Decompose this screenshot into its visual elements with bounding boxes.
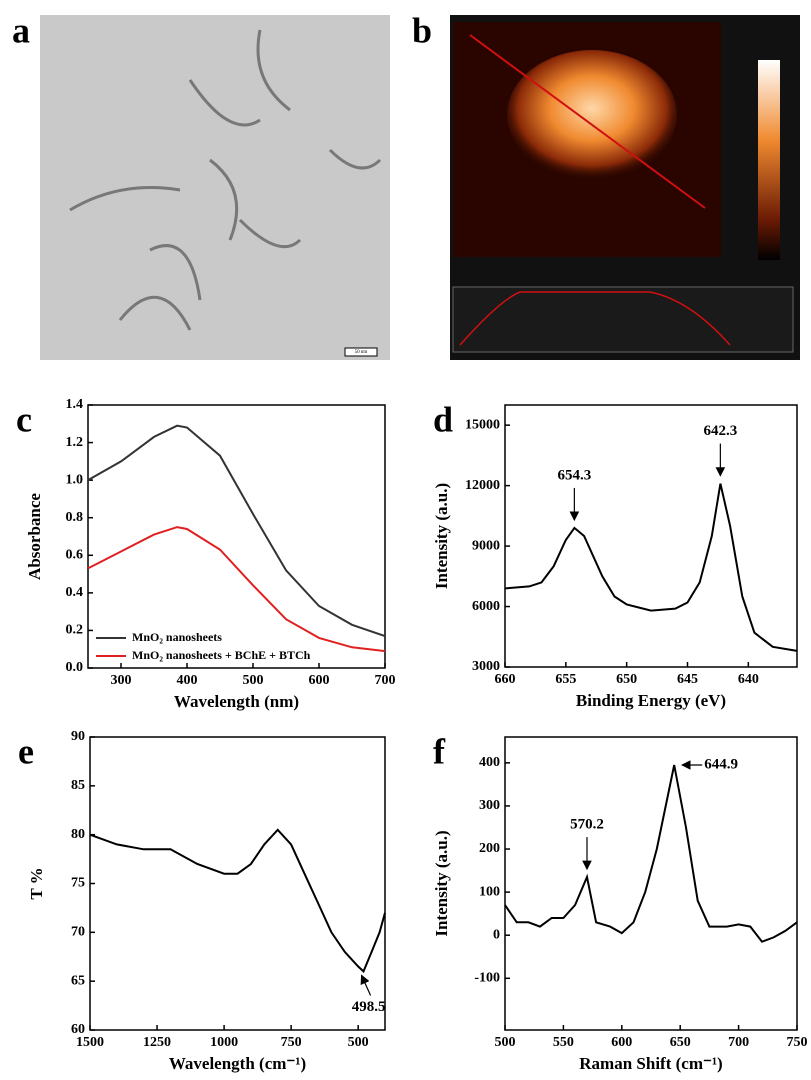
panel-label: c bbox=[16, 399, 32, 439]
x-tick-label: 300 bbox=[111, 673, 132, 688]
data-line bbox=[504, 483, 798, 652]
y-tick-label: 12000 bbox=[465, 478, 500, 493]
y-tick-label: 0.6 bbox=[66, 548, 84, 563]
legend-label: MnO₂ nanosheets bbox=[132, 630, 222, 644]
plot-frame bbox=[89, 736, 386, 1031]
profile-curve bbox=[459, 291, 731, 346]
y-axis-label: T % bbox=[27, 867, 46, 899]
y-tick-label: 1.4 bbox=[66, 397, 84, 412]
y-tick-label: 60 bbox=[71, 1022, 85, 1037]
y-tick-label: 0 bbox=[493, 927, 500, 942]
x-tick-label: 1250 bbox=[143, 1035, 171, 1050]
y-tick-label: 1.0 bbox=[66, 472, 84, 487]
x-tick-label: 645 bbox=[677, 672, 698, 687]
annotation: 644.9 bbox=[704, 756, 738, 772]
data-line bbox=[504, 764, 798, 943]
y-tick-label: 200 bbox=[479, 841, 500, 856]
y-tick-label: 75 bbox=[71, 876, 85, 891]
y-tick-label: 100 bbox=[479, 884, 500, 899]
x-tick-label: 650 bbox=[670, 1035, 691, 1050]
scale-bar bbox=[344, 347, 378, 357]
y-tick-label: 400 bbox=[479, 755, 500, 770]
plot-frame bbox=[504, 404, 798, 668]
y-tick-label: 90 bbox=[71, 729, 85, 744]
afm-sheet bbox=[507, 50, 677, 180]
y-tick-label: -100 bbox=[474, 971, 500, 986]
x-tick-label: 700 bbox=[728, 1035, 749, 1050]
x-tick-label: 1000 bbox=[210, 1035, 238, 1050]
panel-label: e bbox=[18, 731, 34, 771]
y-tick-label: 300 bbox=[479, 798, 500, 813]
y-tick-label: 80 bbox=[71, 827, 85, 842]
y-tick-label: 65 bbox=[71, 973, 85, 988]
x-axis-label: Raman Shift (cm⁻¹) bbox=[579, 1054, 722, 1073]
plot-frame bbox=[504, 736, 798, 1031]
color-bar bbox=[758, 60, 780, 260]
y-tick-label: 9000 bbox=[472, 538, 500, 553]
panel-label: d bbox=[433, 399, 453, 439]
y-tick-label: 1.2 bbox=[66, 435, 84, 450]
y-tick-label: 15000 bbox=[465, 417, 500, 432]
x-axis-label: Wavelength (nm) bbox=[174, 692, 299, 711]
nanosheet-texture bbox=[69, 29, 382, 331]
tem-image bbox=[40, 15, 390, 360]
panel-a: a 50 nm bbox=[12, 10, 390, 360]
panel-label: b bbox=[412, 10, 432, 50]
y-tick-label: 6000 bbox=[472, 599, 500, 614]
scale-bar-label: 50 nm bbox=[355, 350, 368, 355]
x-tick-label: 660 bbox=[495, 672, 516, 687]
annotation-arrow bbox=[360, 974, 372, 996]
x-tick-label: 1500 bbox=[76, 1035, 104, 1050]
y-axis-label: Intensity (a.u.) bbox=[432, 483, 451, 589]
annotation: 654.3 bbox=[557, 467, 591, 483]
y-tick-label: 0.4 bbox=[66, 585, 84, 600]
x-tick-label: 700 bbox=[375, 673, 396, 688]
annotation: 570.2 bbox=[570, 816, 604, 832]
y-tick-label: 0.8 bbox=[66, 510, 84, 525]
x-tick-label: 500 bbox=[348, 1035, 369, 1050]
y-tick-label: 0.0 bbox=[66, 660, 84, 675]
x-tick-label: 750 bbox=[787, 1035, 808, 1050]
annotation: 642.3 bbox=[703, 423, 737, 439]
y-axis-label: Absorbance bbox=[25, 493, 44, 580]
y-axis-label: Intensity (a.u.) bbox=[432, 830, 451, 936]
data-line bbox=[87, 424, 386, 638]
x-tick-label: 655 bbox=[555, 672, 576, 687]
data-line bbox=[87, 526, 386, 653]
panel-b: b bbox=[412, 10, 800, 360]
x-tick-label: 640 bbox=[738, 672, 759, 687]
x-tick-label: 600 bbox=[611, 1035, 632, 1050]
y-tick-label: 3000 bbox=[472, 659, 500, 674]
height-profile bbox=[452, 286, 794, 353]
y-tick-label: 70 bbox=[71, 925, 85, 940]
panel-label: a bbox=[12, 10, 30, 50]
x-tick-label: 500 bbox=[495, 1035, 516, 1050]
plot-frame bbox=[87, 404, 386, 669]
x-axis-label: Binding Energy (eV) bbox=[576, 691, 726, 710]
annotation: 498.5 bbox=[352, 999, 386, 1015]
y-tick-label: 85 bbox=[71, 778, 85, 793]
x-tick-label: 600 bbox=[309, 673, 330, 688]
x-tick-label: 650 bbox=[616, 672, 637, 687]
x-tick-label: 400 bbox=[177, 673, 198, 688]
x-axis-label: Wavelength (cm⁻¹) bbox=[169, 1054, 306, 1073]
legend-label: MnO₂ nanosheets + BChE + BTCh bbox=[132, 648, 311, 662]
y-tick-label: 0.2 bbox=[66, 623, 84, 638]
data-line bbox=[89, 828, 386, 974]
x-tick-label: 750 bbox=[281, 1035, 302, 1050]
x-tick-label: 500 bbox=[243, 673, 264, 688]
panel-label: f bbox=[433, 731, 446, 771]
profile-line bbox=[469, 34, 706, 209]
x-tick-label: 550 bbox=[553, 1035, 574, 1050]
